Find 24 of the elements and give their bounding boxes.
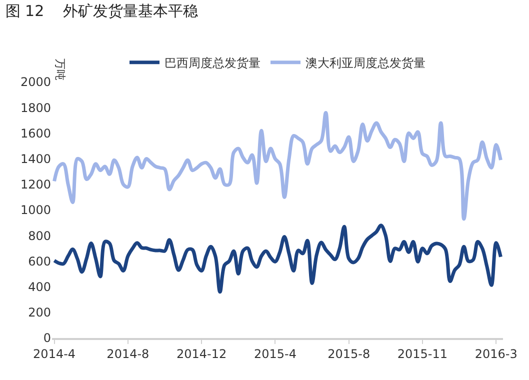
y-tick-label: 1400 xyxy=(20,152,51,166)
line-series xyxy=(52,224,502,294)
y-tick-label: 2000 xyxy=(20,75,51,90)
y-tick-label: 1800 xyxy=(20,100,51,115)
x-tick-label: 2016-3 xyxy=(474,347,518,362)
legend-label: 巴西周度总发货量 xyxy=(164,56,260,70)
x-tick-label: 2015-11 xyxy=(397,347,448,362)
y-axis-title: 万吨 xyxy=(54,58,66,80)
x-tick-label: 2014-4 xyxy=(33,347,76,362)
x-tick-label: 2014-12 xyxy=(176,347,227,362)
y-tick-label: 800 xyxy=(28,228,51,243)
y-tick-label: 0 xyxy=(43,331,51,346)
y-tick-label: 200 xyxy=(28,306,51,320)
chart-title: 图 12 外矿发货量基本平稳 xyxy=(5,2,198,20)
y-tick-label: 1000 xyxy=(20,203,51,218)
x-tick-label: 2015-4 xyxy=(254,347,296,362)
legend-label: 澳大利亚周度总发货量 xyxy=(306,56,426,70)
x-tick-label: 2014-8 xyxy=(106,347,150,362)
y-tick-label: 400 xyxy=(28,280,51,294)
line-series xyxy=(52,110,502,221)
x-tick-label: 2015-8 xyxy=(328,347,370,362)
y-tick-label: 1200 xyxy=(20,178,51,192)
y-tick-label: 600 xyxy=(28,254,51,268)
y-tick-label: 1600 xyxy=(20,126,51,140)
